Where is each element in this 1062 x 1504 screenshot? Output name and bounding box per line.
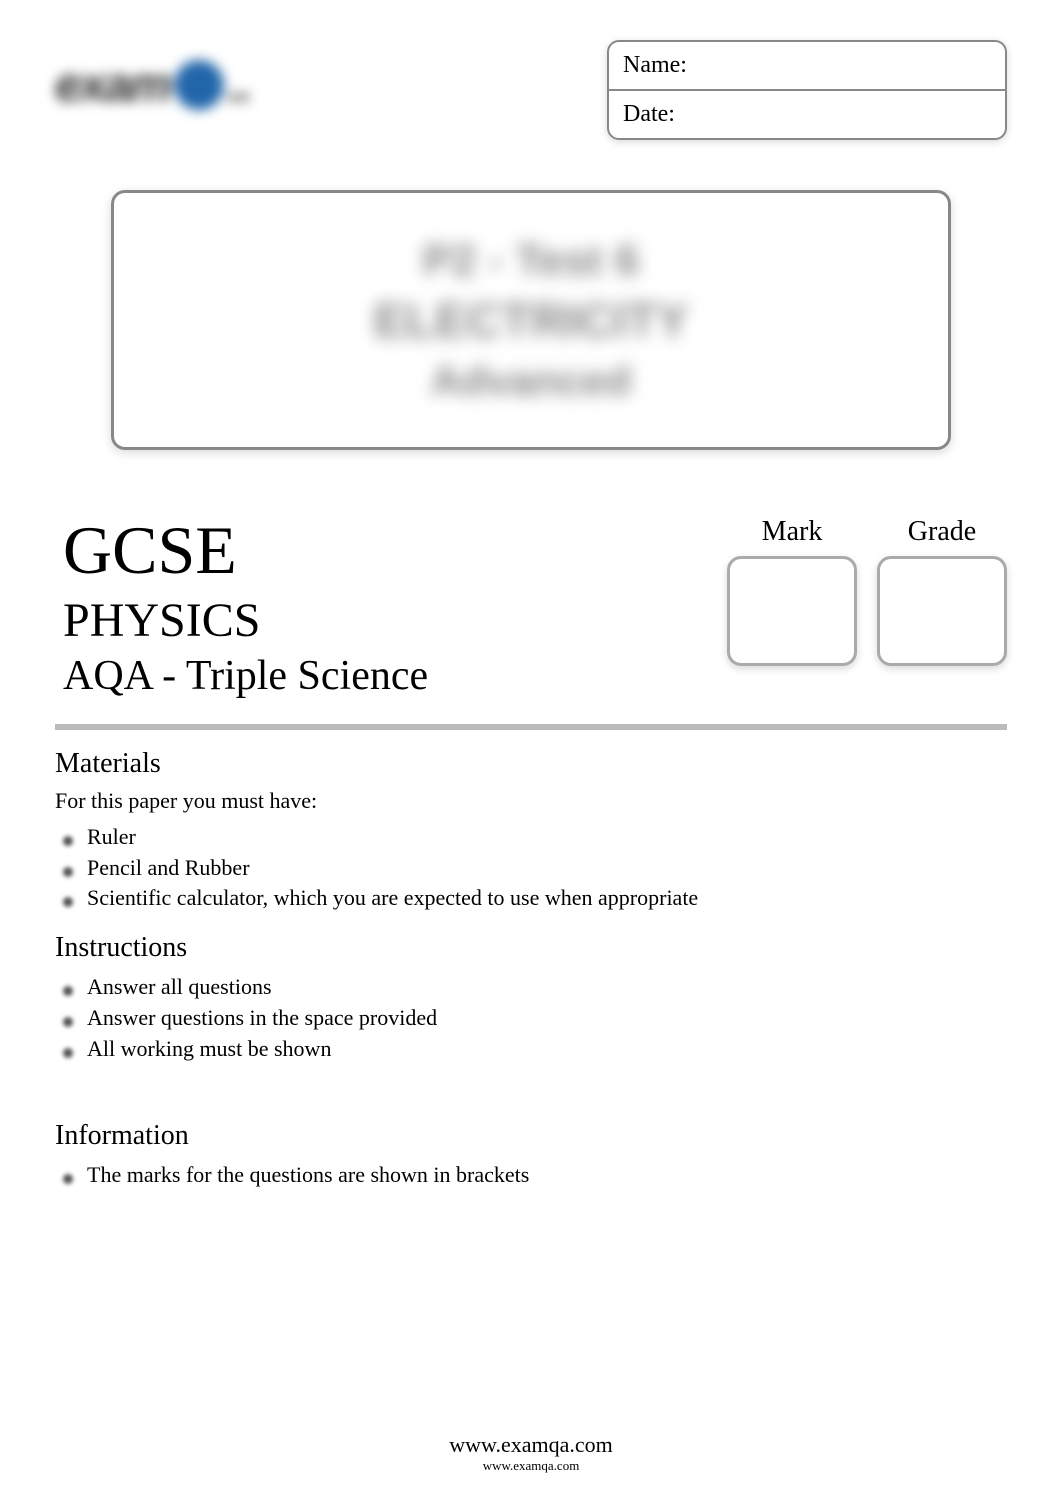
course-level: GCSE: [63, 510, 428, 592]
logo-dot-icon: [174, 60, 224, 110]
materials-title: Materials: [55, 748, 1007, 780]
list-item-text: The marks for the questions are shown in…: [87, 1160, 529, 1191]
list-item: Ruler: [63, 822, 1007, 853]
list-item: Answer questions in the space provided: [63, 1003, 1007, 1034]
title-line-2: ELECTRICITY: [374, 294, 689, 349]
list-item-text: Pencil and Rubber: [87, 853, 250, 884]
bullet-icon: [63, 897, 73, 907]
footer-url-main: www.examqa.com: [0, 1432, 1062, 1458]
list-item: The marks for the questions are shown in…: [63, 1160, 1007, 1191]
date-field-label: Date:: [609, 91, 1005, 138]
mark-column: Mark: [727, 516, 857, 666]
list-item-text: Scientific calculator, which you are exp…: [87, 883, 698, 914]
name-date-box: Name: Date:: [607, 40, 1007, 140]
materials-subtitle: For this paper you must have:: [55, 788, 1007, 814]
list-item-text: Answer all questions: [87, 972, 272, 1003]
bullet-icon: [63, 1017, 73, 1027]
course-board: AQA - Triple Science: [63, 649, 428, 704]
footer-url-sub: www.examqa.com: [0, 1458, 1062, 1474]
bullet-icon: [63, 1048, 73, 1058]
materials-section: Materials For this paper you must have: …: [55, 748, 1007, 914]
title-box: P2 - Test 6 ELECTRICITY Advanced: [111, 190, 951, 450]
bullet-icon: [63, 1174, 73, 1184]
logo-text: exam: [55, 58, 170, 113]
score-block: Mark Grade: [727, 510, 1007, 666]
instructions-list: Answer all questions Answer questions in…: [55, 972, 1007, 1064]
list-item: Scientific calculator, which you are exp…: [63, 883, 1007, 914]
information-section: Information The marks for the questions …: [55, 1120, 1007, 1191]
instructions-section: Instructions Answer all questions Answer…: [55, 932, 1007, 1064]
course-block: GCSE PHYSICS AQA - Triple Science: [55, 510, 428, 704]
title-line-3: Advanced: [431, 357, 632, 405]
list-item-text: Ruler: [87, 822, 136, 853]
materials-list: Ruler Pencil and Rubber Scientific calcu…: [55, 822, 1007, 914]
header-row: exam.. Name: Date:: [55, 40, 1007, 140]
instructions-title: Instructions: [55, 932, 1007, 964]
list-item: All working must be shown: [63, 1034, 1007, 1065]
course-score-row: GCSE PHYSICS AQA - Triple Science Mark G…: [55, 510, 1007, 704]
name-field-label: Name:: [609, 42, 1005, 91]
course-subject: PHYSICS: [63, 592, 428, 650]
divider: [55, 724, 1007, 730]
grade-box: [877, 556, 1007, 666]
grade-column: Grade: [877, 516, 1007, 666]
information-title: Information: [55, 1120, 1007, 1152]
grade-label: Grade: [877, 516, 1007, 548]
bullet-icon: [63, 836, 73, 846]
footer: www.examqa.com www.examqa.com: [0, 1432, 1062, 1474]
list-item-text: Answer questions in the space provided: [87, 1003, 437, 1034]
list-item-text: All working must be shown: [87, 1034, 331, 1065]
logo: exam..: [55, 40, 355, 130]
list-item: Answer all questions: [63, 972, 1007, 1003]
bullet-icon: [63, 986, 73, 996]
mark-label: Mark: [727, 516, 857, 548]
list-item: Pencil and Rubber: [63, 853, 1007, 884]
title-line-1: P2 - Test 6: [423, 236, 640, 286]
bullet-icon: [63, 867, 73, 877]
information-list: The marks for the questions are shown in…: [55, 1160, 1007, 1191]
mark-box: [727, 556, 857, 666]
logo-suffix: ..: [228, 58, 251, 113]
